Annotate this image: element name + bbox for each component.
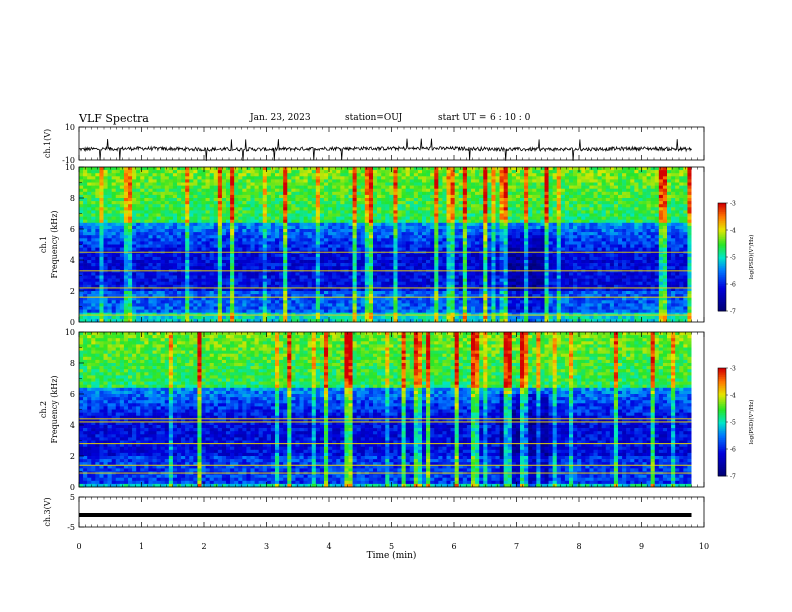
- time-tick-label: 7: [514, 542, 519, 551]
- ch2-spectrogram-colorbar-label: -3: [730, 366, 736, 373]
- time-axis-label: Time (min): [367, 550, 417, 561]
- ch2-spectrogram-ytick-label: 10: [65, 328, 75, 337]
- ch1-spectrogram-no-data: [691, 167, 704, 322]
- ch2-spectrogram-ytick-label: 6: [70, 390, 75, 399]
- ch1-spectrogram-ytick-label: 0: [70, 318, 75, 327]
- ch2-spectrogram-colorbar-label: -5: [730, 420, 736, 427]
- time-tick-label: 4: [326, 542, 331, 551]
- ch2-spectrogram-colorbar-title: log(PSD)(V²/Hz): [748, 400, 755, 445]
- ch1-spectrogram-colorbar-label: -7: [730, 309, 736, 316]
- ch3-waveform-ylabel: ch.3(V): [43, 497, 52, 526]
- ch1-waveform-ytick-label: 10: [65, 123, 75, 132]
- time-tick-label: 3: [264, 542, 269, 551]
- ch2-spectrogram-ylabel-line2: Frequency (kHz): [50, 375, 59, 443]
- ch2-spectrogram-colorbar-label: -6: [730, 447, 736, 454]
- time-tick-label: 1: [139, 542, 144, 551]
- ch1-spectrogram-ylabel-line2: Frequency (kHz): [50, 210, 59, 278]
- ch2-spectrogram-ytick-label: 8: [70, 359, 75, 368]
- ch1-waveform-trace: [78, 138, 692, 161]
- ch1-spectrogram-colorbar-title: log(PSD)(V²/Hz): [748, 235, 755, 280]
- ch3-waveform-ytick-label: 5: [70, 493, 75, 502]
- time-tick-label: 2: [201, 542, 206, 551]
- header-start-prefix: start UT =: [438, 113, 487, 123]
- ch2-spectrogram-ytick-label: 4: [70, 421, 75, 430]
- ch1-spectrogram-ytick-label: 4: [70, 256, 75, 265]
- time-tick-label: 9: [639, 542, 644, 551]
- ch1-spectrogram-ytick-label: 2: [70, 287, 75, 296]
- time-tick-label: 6: [451, 542, 456, 551]
- time-tick-label: 0: [76, 542, 81, 551]
- ch2-spectrogram-image: [79, 332, 692, 488]
- ch2-spectrogram-colorbar-label: -7: [730, 474, 736, 481]
- ch1-spectrogram-ytick-label: 6: [70, 225, 75, 234]
- time-tick-label: 10: [699, 542, 709, 551]
- ch2-spectrogram-ytick-label: 0: [70, 483, 75, 492]
- ch2-spectrogram-no-data: [691, 332, 704, 487]
- header-title: VLF Spectra: [79, 112, 149, 125]
- ch1-spectrogram-ytick-label: 8: [70, 194, 75, 203]
- ch1-spectrogram-ytick-label: 10: [65, 163, 75, 172]
- ch1-waveform-ylabel: ch.1(V): [43, 129, 52, 158]
- ch2-spectrogram-colorbar-label: -4: [730, 393, 736, 400]
- ch1-waveform-ytick-label: -10: [62, 156, 75, 165]
- ch1-spectrogram-colorbar-label: -6: [730, 282, 736, 289]
- header-start-time: 6 : 10 : 0: [490, 113, 531, 123]
- header-date: Jan. 23, 2023: [250, 113, 311, 123]
- ch1-spectrogram-colorbar-label: -5: [730, 255, 736, 262]
- time-tick-label: 5: [389, 542, 394, 551]
- ch1-spectrogram-ylabel-line1: ch.1: [39, 236, 48, 253]
- ch1-spectrogram-image: [79, 167, 692, 323]
- ch1-spectrogram-colorbar-label: -4: [730, 228, 736, 235]
- time-tick-label: 8: [576, 542, 581, 551]
- ch3-waveform-ytick-label: -5: [67, 523, 75, 532]
- ch2-spectrogram-ylabel-line1: ch.2: [39, 401, 48, 418]
- ch2-spectrogram-ytick-label: 2: [70, 452, 75, 461]
- ch1-spectrogram-colorbar-label: -3: [730, 201, 736, 208]
- header-station: station=OUJ: [345, 113, 403, 123]
